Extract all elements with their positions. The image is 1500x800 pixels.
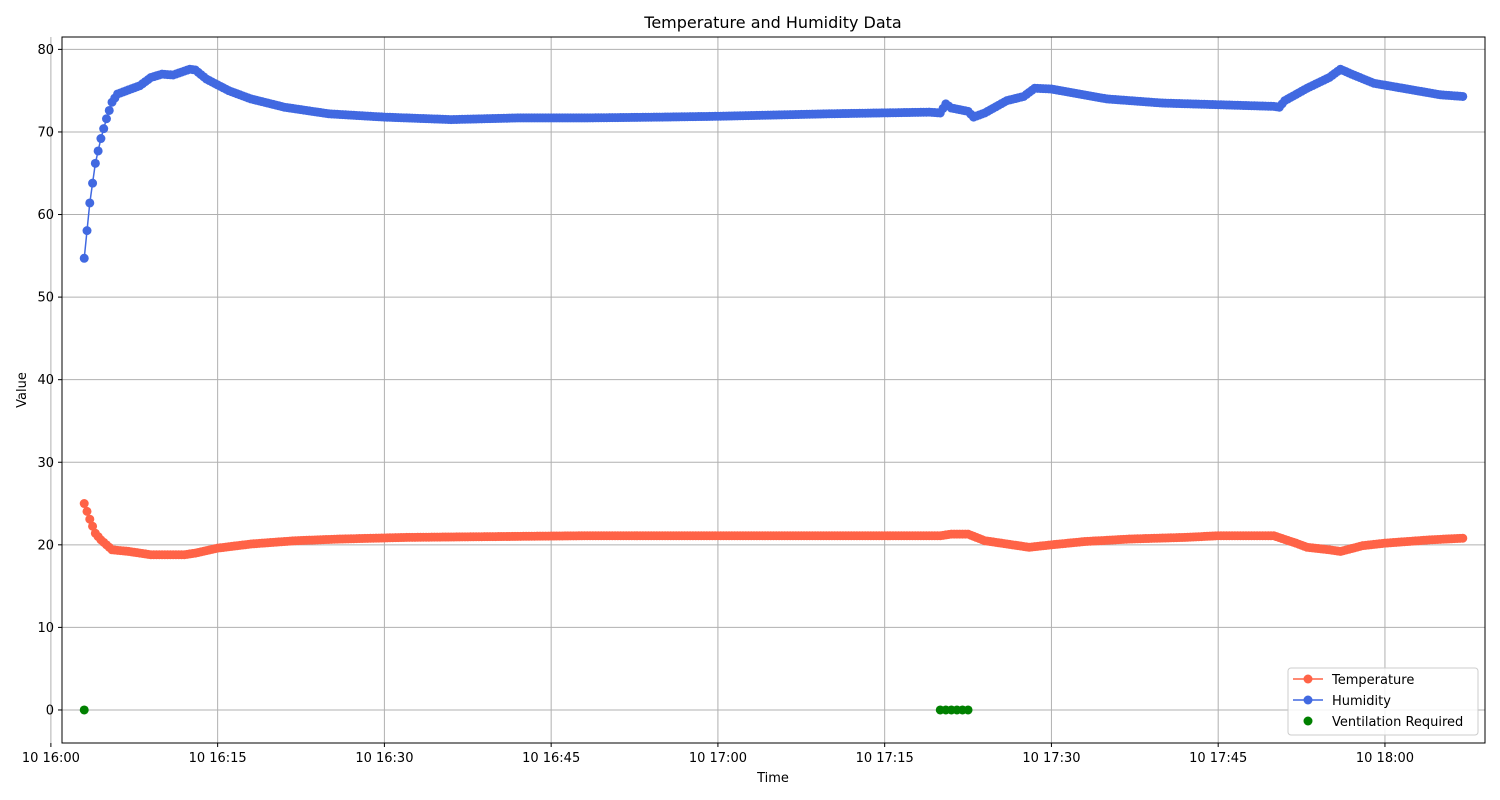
series-line bbox=[83, 68, 1463, 259]
y-tick-label: 10 bbox=[37, 621, 54, 636]
legend-humidity-label: Humidity bbox=[1332, 694, 1391, 709]
y-tick-label: 40 bbox=[37, 373, 54, 388]
data-point bbox=[85, 198, 95, 208]
x-tick-label: 10 17:00 bbox=[689, 751, 747, 766]
y-tick-label: 60 bbox=[37, 208, 54, 223]
y-tick-label: 70 bbox=[37, 125, 54, 140]
legend-humidity-marker bbox=[1303, 695, 1313, 705]
data-point bbox=[101, 114, 111, 124]
legend-ventilation-label: Ventilation Required bbox=[1332, 715, 1463, 730]
y-tick-label: 50 bbox=[37, 291, 54, 306]
data-point bbox=[79, 253, 89, 263]
data-point bbox=[96, 134, 106, 144]
x-tick-label: 10 16:45 bbox=[522, 751, 580, 766]
series-ventilation-required bbox=[79, 705, 973, 715]
legend-temperature-marker bbox=[1303, 674, 1313, 684]
legend-ventilation-marker bbox=[1303, 716, 1313, 726]
data-point bbox=[79, 705, 89, 715]
data-point bbox=[88, 178, 98, 188]
legend: Temperature Humidity Ventilation Require… bbox=[1287, 667, 1479, 736]
x-tick-label: 10 17:45 bbox=[1189, 751, 1247, 766]
data-point bbox=[93, 146, 103, 156]
series-line bbox=[83, 503, 1463, 556]
data-point bbox=[104, 105, 114, 115]
y-tick-label: 30 bbox=[37, 456, 54, 471]
x-axis-label: Time bbox=[756, 771, 789, 786]
series-temperature bbox=[79, 499, 1468, 560]
y-tick-label: 80 bbox=[37, 43, 54, 58]
series-layer bbox=[79, 64, 1468, 715]
legend-temperature-label: Temperature bbox=[1331, 673, 1414, 688]
series-humidity bbox=[79, 64, 1468, 263]
legend-frame bbox=[1287, 667, 1479, 736]
data-point bbox=[963, 705, 973, 715]
data-point bbox=[79, 499, 89, 509]
x-tick-label: 10 16:30 bbox=[355, 751, 413, 766]
data-point bbox=[85, 514, 95, 524]
axes: 10 16:00 10 16:15 10 16:30 10 16:45 10 17:00… bbox=[22, 36, 1486, 766]
y-tick-label: 20 bbox=[37, 538, 54, 553]
data-point bbox=[99, 124, 109, 134]
y-tick-label: 0 bbox=[46, 703, 54, 718]
data-point bbox=[82, 226, 92, 236]
chart-title: Temperature and Humidity Data bbox=[643, 13, 901, 32]
x-tick-label: 10 16:15 bbox=[189, 751, 247, 766]
y-axis-label: Value bbox=[15, 372, 30, 408]
x-tick-label: 10 16:00 bbox=[22, 751, 80, 766]
data-point bbox=[82, 506, 92, 516]
data-point bbox=[1458, 91, 1468, 101]
data-point bbox=[90, 158, 100, 168]
grid bbox=[50, 37, 1485, 743]
data-point bbox=[1458, 533, 1468, 543]
x-tick-label: 10 18:00 bbox=[1356, 751, 1414, 766]
x-tick-label: 10 17:30 bbox=[1022, 751, 1080, 766]
plot-frame bbox=[61, 36, 1486, 744]
data-point bbox=[88, 521, 98, 531]
x-tick-label: 10 17:15 bbox=[856, 751, 914, 766]
